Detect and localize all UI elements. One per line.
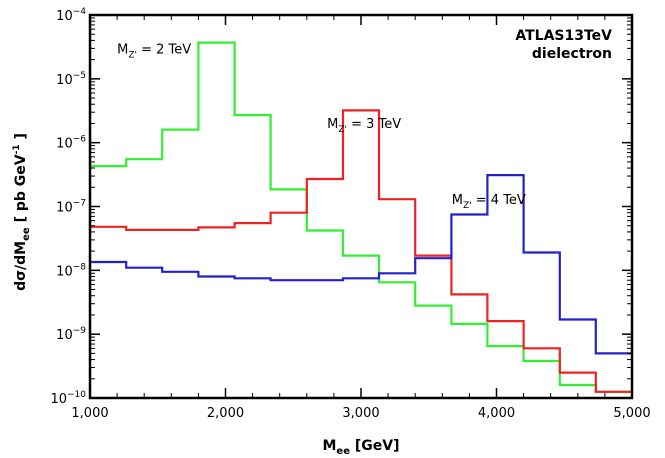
x-tick-label: 3,000	[342, 406, 379, 421]
x-axis-title-main: M	[322, 438, 336, 454]
mass-annotation-2: MZ' = 4 TeV	[452, 193, 526, 211]
y-axis-title-sub: ee	[21, 227, 32, 241]
chart-subtitle: dielectron	[532, 46, 612, 62]
mass-annotation-0: MZ' = 2 TeV	[117, 42, 191, 60]
y-tick-label: 10−10	[50, 390, 86, 407]
x-tick-label: 1,000	[71, 406, 108, 421]
y-tick-label: 10−4	[56, 7, 86, 24]
x-tick-label: 2,000	[207, 406, 244, 421]
series-2-line	[90, 174, 632, 355]
series-1-line	[90, 109, 632, 393]
y-axis-title-main: dσ/dM	[13, 241, 29, 291]
y-axis-title-rest: [ pb GeV	[13, 154, 29, 227]
x-axis-title: Mee [GeV]	[322, 438, 399, 457]
plot-frame	[88, 13, 634, 400]
y-tick-label: 10−8	[56, 262, 86, 279]
x-tick-label: 5,000	[613, 406, 650, 421]
y-tick-label: 10−6	[56, 135, 86, 152]
x-axis-title-rest: [GeV]	[350, 438, 400, 454]
y-axis-title-sup: -1	[12, 144, 22, 154]
series-layer	[90, 41, 632, 393]
mass-annotation-1: MZ' = 3 TeV	[327, 117, 401, 135]
axes-layer: 1,000 2,000 3,000 4,000 5,000 10−10 10−9 10−8 10…	[50, 7, 650, 421]
x-axis-title-sub: ee	[336, 446, 350, 457]
chart-title: ATLAS13TeV	[515, 28, 612, 44]
y-tick-label: 10−7	[56, 199, 86, 216]
y-tick-label: 10−9	[56, 326, 86, 343]
y-axis-title: dσ/dMee [ pb GeV-1 ]	[12, 133, 32, 291]
y-tick-label: 10−5	[56, 71, 86, 88]
series-0-line	[90, 41, 632, 393]
annotation-layer: MZ' = 2 TeV MZ' = 3 TeV MZ' = 4 TeV	[117, 42, 526, 210]
x-tick-label: 4,000	[478, 406, 515, 421]
y-axis-title-end: ]	[13, 133, 29, 144]
